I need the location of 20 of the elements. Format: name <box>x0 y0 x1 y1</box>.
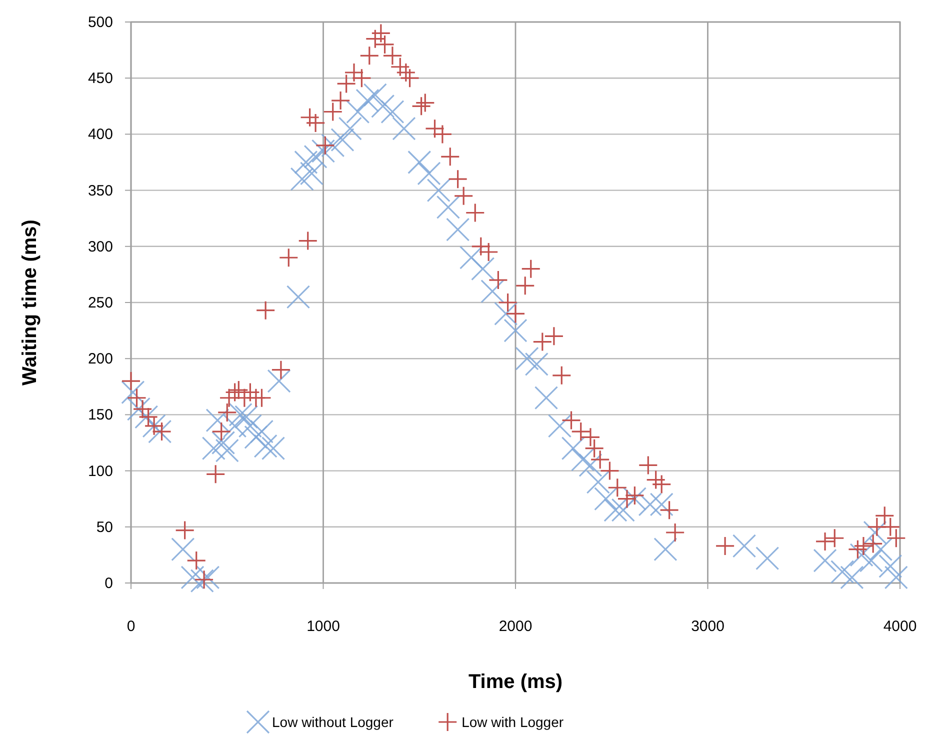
y-tick-label: 450 <box>88 70 113 88</box>
x-tick-label: 1000 <box>306 618 340 635</box>
legend-label: Low without Logger <box>272 714 394 730</box>
y-tick-label: 300 <box>88 238 113 256</box>
y-tick-label: 200 <box>88 350 113 368</box>
x-tick-label: 4000 <box>883 618 917 635</box>
y-tick-label: 250 <box>88 294 113 312</box>
y-tick-label: 500 <box>88 14 113 31</box>
y-tick-label: 50 <box>96 518 113 536</box>
y-axis-title: Waiting time (ms) <box>19 220 41 386</box>
y-tick-label: 400 <box>88 126 113 144</box>
legend-label: Low with Logger <box>462 714 564 730</box>
y-tick-label: 100 <box>88 462 113 480</box>
x-tick-label: 0 <box>126 618 136 635</box>
y-tick-label: 0 <box>104 575 113 592</box>
y-tick-label: 150 <box>88 406 113 424</box>
x-tick-label: 2000 <box>498 618 532 635</box>
y-tick-label: 350 <box>88 182 113 200</box>
x-axis-title: Time (ms) <box>468 671 563 693</box>
x-tick-label: 3000 <box>691 618 724 635</box>
